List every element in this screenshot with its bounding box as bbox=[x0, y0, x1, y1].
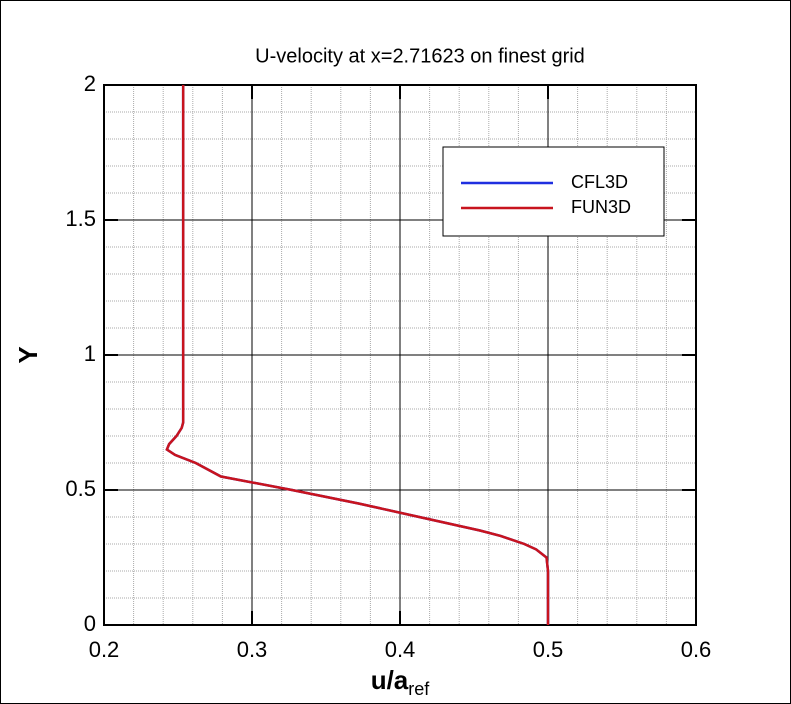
y-tick-label: 1.5 bbox=[65, 206, 96, 231]
x-tick-label: 0.3 bbox=[237, 637, 268, 662]
y-tick-label: 2 bbox=[84, 71, 96, 96]
y-axis-label: Y bbox=[13, 346, 43, 363]
x-tick-label: 0.2 bbox=[89, 637, 120, 662]
plot-border bbox=[103, 84, 697, 626]
y-tick-label: 1 bbox=[84, 341, 96, 366]
x-tick-label: 0.6 bbox=[681, 637, 712, 662]
legend-label: FUN3D bbox=[571, 197, 631, 217]
x-axis-label: u/aref bbox=[371, 665, 431, 699]
series-line bbox=[165, 85, 550, 625]
x-tick-label: 0.4 bbox=[385, 637, 416, 662]
x-label-main: u/a bbox=[371, 665, 409, 695]
legend-box bbox=[442, 146, 665, 237]
y-tick-label: 0 bbox=[84, 611, 96, 636]
legend-label: CFL3D bbox=[571, 172, 628, 192]
x-label-sub: ref bbox=[408, 679, 430, 699]
y-tick-label: 0.5 bbox=[65, 476, 96, 501]
x-tick-label: 0.5 bbox=[533, 637, 564, 662]
chart-title: U-velocity at x=2.71623 on finest grid bbox=[255, 45, 585, 67]
